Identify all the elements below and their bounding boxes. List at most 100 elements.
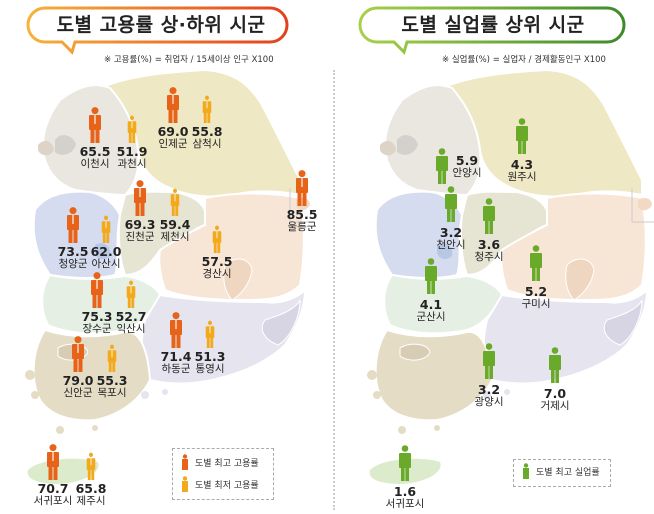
person-icon-highest xyxy=(88,107,102,147)
city-label: 서귀포시 xyxy=(33,495,73,507)
city-label: 이천시 xyxy=(80,158,110,170)
city-label: 광양시 xyxy=(474,396,504,408)
person-icon-highest xyxy=(424,258,438,298)
person-icon-highest xyxy=(66,207,80,247)
person-icon-highest xyxy=(46,444,60,484)
unemployment-formula: ※ 실업률(%) = 실업자 / 경제활동인구 X100 xyxy=(442,55,606,65)
city-label: 목포시 xyxy=(97,387,127,399)
city-label: 제주시 xyxy=(76,495,106,507)
city-label: 제천시 xyxy=(160,231,190,243)
city-label: 원주시 xyxy=(507,171,537,183)
person-icon-highest xyxy=(166,87,180,127)
value-label: 52.7 xyxy=(115,309,147,324)
city-label: 익산시 xyxy=(116,323,146,335)
city-label: 청주시 xyxy=(474,251,504,263)
value-label: 85.5 xyxy=(286,207,318,222)
value-label: 71.4 xyxy=(160,349,192,364)
person-icon-highest xyxy=(482,343,496,383)
data-point: 69.0 인제군 xyxy=(153,125,193,150)
value-label: 3.6 xyxy=(477,237,501,252)
value-label: 75.3 xyxy=(81,309,113,324)
city-label: 장수군 xyxy=(82,323,112,335)
data-point: 62.0 아산시 xyxy=(86,245,126,270)
value-label: 1.6 xyxy=(393,484,417,499)
value-label: 7.0 xyxy=(543,386,567,401)
value-label: 70.7 xyxy=(37,481,69,496)
city-label: 삼척시 xyxy=(192,138,222,150)
person-icon-lowest xyxy=(202,95,212,127)
person-icon-highest xyxy=(90,272,104,312)
city-label: 경산시 xyxy=(202,268,232,280)
person-icon-highest xyxy=(444,186,458,226)
person-icon-lowest xyxy=(182,476,188,492)
legend-item-lowest: 도별 최저 고용률 xyxy=(173,473,273,495)
employment-title: 도별 고용률 상·하위 시군 xyxy=(56,13,266,36)
person-icon-lowest xyxy=(205,320,215,352)
title-bubble: 도별 고용률 상·하위 시군 xyxy=(30,6,292,40)
data-point: 69.3 진천군 xyxy=(120,218,160,243)
person-icon-highest xyxy=(71,336,85,376)
city-label: 과천시 xyxy=(117,158,147,170)
employment-panel: 도별 고용률 상·하위 시군 ※ 고용률(%) = 취업자 / 15세이상 인구… xyxy=(26,6,292,65)
person-icon-lowest xyxy=(170,188,180,220)
data-point: 75.3 장수군 xyxy=(77,310,117,335)
data-point: 79.0 신안군 xyxy=(58,374,98,399)
value-label: 5.9 xyxy=(455,153,479,168)
data-point: 71.4 하동군 xyxy=(156,350,196,375)
value-label: 62.0 xyxy=(90,244,122,259)
title-bubble-frame xyxy=(358,6,626,55)
value-label: 5.2 xyxy=(524,284,548,299)
city-label: 울릉군 xyxy=(287,221,317,233)
data-point: 1.6 서귀포시 xyxy=(385,485,425,510)
city-label: 안양시 xyxy=(452,167,482,179)
legend-label: 도별 최고 고용률 xyxy=(195,458,259,469)
value-label: 3.2 xyxy=(439,225,463,240)
person-icon-highest xyxy=(295,170,309,210)
person-icon-highest xyxy=(523,463,529,479)
person-icon-lowest xyxy=(101,215,111,247)
value-label: 51.3 xyxy=(194,349,226,364)
data-point: 55.3 목포시 xyxy=(92,374,132,399)
value-label: 55.8 xyxy=(191,124,223,139)
data-point: 5.2 구미시 xyxy=(516,285,556,310)
city-label: 통영시 xyxy=(195,363,225,375)
data-point: 7.0 거제시 xyxy=(535,387,575,412)
city-label: 구미시 xyxy=(521,298,551,310)
legend-item-highest: 도별 최고 실업률 xyxy=(514,460,610,482)
city-label: 거제시 xyxy=(540,400,570,412)
person-icon-highest xyxy=(169,312,183,352)
value-label: 69.3 xyxy=(124,217,156,232)
employment-formula: ※ 고용률(%) = 취업자 / 15세이상 인구 X100 xyxy=(104,55,274,65)
value-label: 3.2 xyxy=(477,382,501,397)
data-point: 52.7 익산시 xyxy=(111,310,151,335)
person-icon-highest xyxy=(398,445,412,485)
value-label: 65.8 xyxy=(75,481,107,496)
unemployment-title: 도별 실업률 상위 시군 xyxy=(401,13,585,36)
data-point: 4.3 원주시 xyxy=(502,158,542,183)
city-label: 천안시 xyxy=(436,239,466,251)
value-label: 4.3 xyxy=(510,157,534,172)
city-label: 아산시 xyxy=(91,258,121,270)
data-point: 85.5 울릉군 xyxy=(282,208,322,233)
data-point: 3.2 광양시 xyxy=(469,383,509,408)
value-label: 65.5 xyxy=(79,144,111,159)
data-point: 65.8 제주시 xyxy=(71,482,111,507)
data-point: 59.4 제천시 xyxy=(155,218,195,243)
value-label: 79.0 xyxy=(62,373,94,388)
city-label: 인제군 xyxy=(158,138,188,150)
value-label: 55.3 xyxy=(96,373,128,388)
value-label: 59.4 xyxy=(159,217,191,232)
person-icon-highest xyxy=(548,347,562,387)
data-point: 3.6 청주시 xyxy=(469,238,509,263)
value-label: 57.5 xyxy=(201,254,233,269)
data-point: 4.1 군산시 xyxy=(411,298,451,323)
panel-divider xyxy=(333,70,335,510)
data-point: 73.5 청양군 xyxy=(53,245,93,270)
city-label: 신안군 xyxy=(63,387,93,399)
data-point: 55.8 삼척시 xyxy=(187,125,227,150)
data-point: 51.9 과천시 xyxy=(112,145,152,170)
legend-label: 도별 최고 실업률 xyxy=(536,467,600,478)
person-icon-highest xyxy=(182,454,188,470)
value-label: 4.1 xyxy=(419,297,443,312)
city-label: 진천군 xyxy=(125,231,155,243)
